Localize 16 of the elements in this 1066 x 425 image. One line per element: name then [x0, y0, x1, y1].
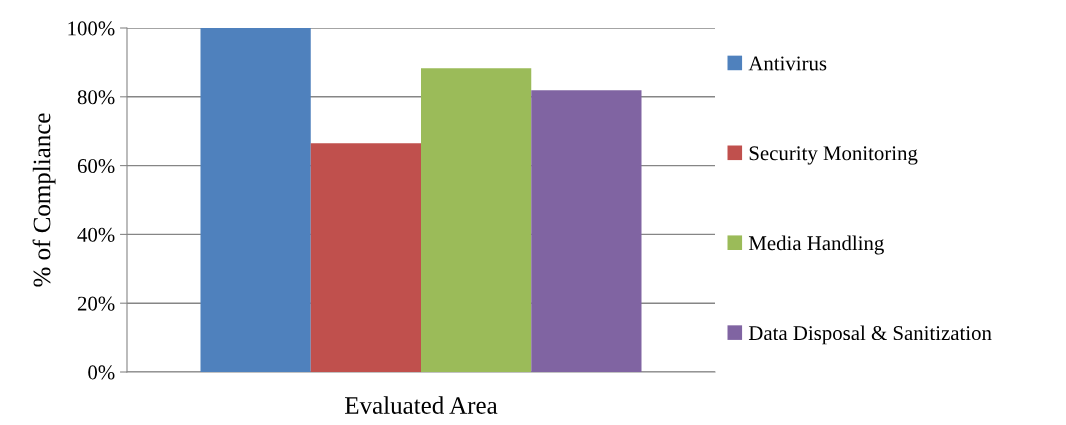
- x-axis-title: Evaluated Area: [345, 396, 498, 414]
- legend-label: Media Handling: [748, 235, 884, 255]
- legend-label: Data Disposal & Sanitization: [748, 325, 992, 345]
- y-axis-title: % of Compliance: [32, 113, 56, 287]
- bar: [200, 28, 311, 372]
- y-tick-label: 0%: [88, 365, 115, 380]
- legend-label: Antivirus: [748, 56, 827, 71]
- y-tick-label: 100%: [68, 21, 115, 36]
- y-tick-label: 40%: [77, 227, 115, 242]
- y-tick-label: 20%: [77, 296, 115, 311]
- legend-label: Security Monitoring: [749, 146, 918, 165]
- bar: [421, 68, 532, 372]
- y-tick-label: 80%: [77, 90, 115, 105]
- y-tick-label: 60%: [77, 158, 115, 174]
- bar: [531, 90, 642, 372]
- bar: [310, 143, 421, 372]
